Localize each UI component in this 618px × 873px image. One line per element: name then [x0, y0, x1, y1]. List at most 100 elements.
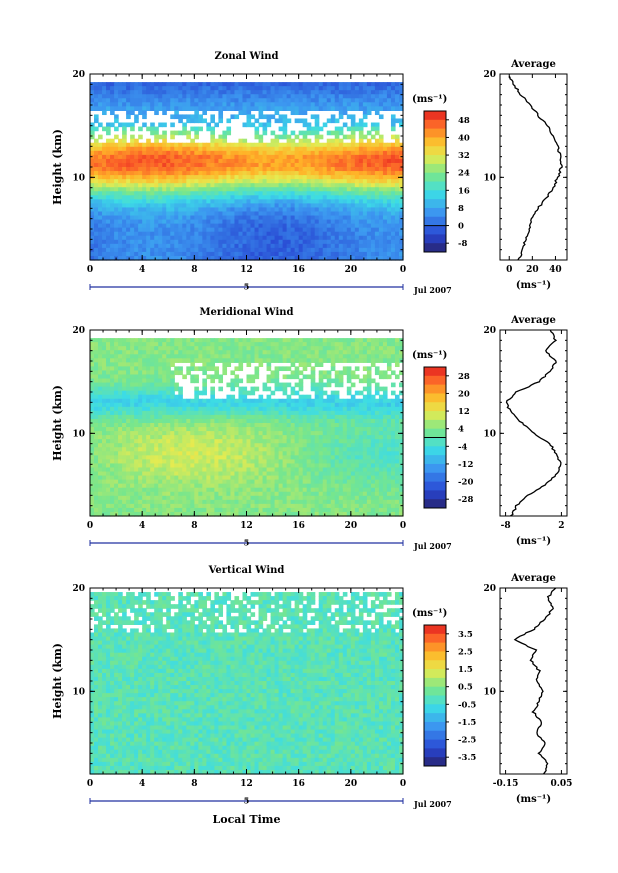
- heatmap-cell: [242, 138, 248, 144]
- heatmap-cell: [390, 211, 396, 217]
- heatmap-cell: [234, 82, 240, 87]
- heatmap-cell: [226, 203, 232, 209]
- heatmap-cell: [146, 243, 151, 249]
- heatmap-cell: [106, 207, 111, 213]
- heatmap-cell: [298, 167, 304, 172]
- heatmap-cell: [138, 142, 143, 148]
- heatmap-cell: [158, 439, 163, 444]
- heatmap-cell: [110, 94, 115, 99]
- heatmap-cell: [158, 219, 163, 225]
- heatmap-cell: [342, 255, 348, 261]
- heatmap-cell: [194, 134, 199, 140]
- heatmap-cell: [270, 158, 276, 164]
- heatmap-cell: [174, 150, 179, 156]
- heatmap-cell: [138, 427, 143, 432]
- heatmap-cell: [194, 374, 199, 380]
- heatmap-cell: [326, 171, 332, 176]
- heatmap-cell: [94, 479, 99, 485]
- heatmap-cell: [222, 418, 228, 424]
- heatmap-cell: [190, 138, 195, 144]
- heatmap-cell: [178, 235, 183, 241]
- heatmap-cell: [230, 427, 236, 432]
- heatmap-cell: [326, 118, 332, 124]
- heatmap-cell: [298, 118, 304, 124]
- heatmap-cell: [270, 227, 276, 233]
- heatmap-cell: [102, 150, 107, 156]
- heatmap-cell: [146, 195, 151, 200]
- heatmap-cell: [222, 423, 228, 428]
- heatmap-cell: [190, 251, 195, 257]
- heatmap-cell: [346, 134, 352, 140]
- heatmap-cell: [94, 398, 99, 404]
- heatmap-cell: [154, 394, 159, 400]
- heatmap-cell: [326, 146, 332, 152]
- heatmap-cell: [146, 94, 151, 99]
- heatmap-cell: [366, 223, 372, 229]
- heatmap-cell: [198, 98, 203, 103]
- heatmap-cell: [138, 235, 143, 241]
- heatmap-cell: [394, 94, 400, 99]
- heatmap-cell: [214, 463, 220, 469]
- colorbar-tick-label: 16: [458, 186, 470, 196]
- heatmap-cell: [154, 390, 159, 396]
- heatmap-cell: [358, 195, 364, 200]
- heatmap-cell: [230, 459, 236, 465]
- heatmap-cell: [106, 191, 111, 196]
- heatmap-cell: [102, 203, 107, 209]
- heatmap-cell: [114, 414, 119, 420]
- heatmap-cell: [366, 247, 372, 253]
- heatmap-cell: [218, 410, 224, 416]
- heatmap-cell: [126, 247, 131, 253]
- heatmap-cell: [114, 346, 119, 351]
- heatmap-cell: [134, 507, 139, 513]
- heatmap-cell: [126, 338, 131, 343]
- heatmap-cell: [394, 138, 400, 144]
- heatmap-cell: [262, 195, 268, 200]
- heatmap-cell: [94, 354, 99, 359]
- heatmap-cell: [394, 82, 400, 87]
- heatmap-cell: [322, 90, 328, 95]
- heatmap-cell: [206, 338, 211, 343]
- heatmap-cell: [242, 495, 248, 501]
- heatmap-cell: [342, 86, 348, 91]
- heatmap-cell: [154, 255, 159, 261]
- heatmap-cell: [174, 342, 179, 347]
- heatmap-cell: [242, 110, 248, 116]
- heatmap-cell: [250, 406, 256, 412]
- heatmap-cell: [238, 366, 244, 372]
- heatmap-cell: [226, 394, 232, 400]
- heatmap-cell: [370, 255, 376, 261]
- heatmap-cell: [138, 354, 143, 359]
- heatmap-cell: [202, 439, 207, 444]
- heatmap-cell: [194, 455, 199, 460]
- heatmap-cell: [298, 231, 304, 237]
- heatmap-cell: [158, 243, 163, 249]
- heatmap-cell: [382, 167, 388, 172]
- heatmap-cell: [170, 179, 175, 184]
- heatmap-cell: [398, 247, 404, 253]
- heatmap-cell: [130, 459, 135, 465]
- heatmap-cell: [114, 447, 119, 452]
- heatmap-cell: [110, 199, 115, 204]
- heatmap-cell: [138, 455, 143, 460]
- heatmap-cell: [142, 255, 147, 261]
- heatmap-cell: [238, 199, 244, 204]
- heatmap-cell: [122, 447, 127, 452]
- heatmap-cell: [206, 158, 211, 164]
- heatmap-cell: [226, 350, 232, 355]
- heatmap-cell: [190, 219, 195, 225]
- heatmap-cell: [302, 239, 308, 245]
- heatmap-cell: [190, 223, 195, 229]
- heatmap-cell: [102, 431, 107, 436]
- heatmap-cell: [218, 187, 224, 192]
- heatmap-cell: [246, 443, 252, 448]
- heatmap-cell: [310, 82, 316, 87]
- heatmap-cell: [234, 114, 240, 120]
- heatmap-cell: [306, 203, 312, 209]
- heatmap-cell: [250, 435, 256, 440]
- heatmap-cell: [130, 162, 135, 168]
- heatmap-cell: [150, 423, 155, 428]
- heatmap-cell: [186, 223, 191, 229]
- heatmap-cell: [146, 406, 151, 412]
- heatmap-cell: [106, 106, 111, 111]
